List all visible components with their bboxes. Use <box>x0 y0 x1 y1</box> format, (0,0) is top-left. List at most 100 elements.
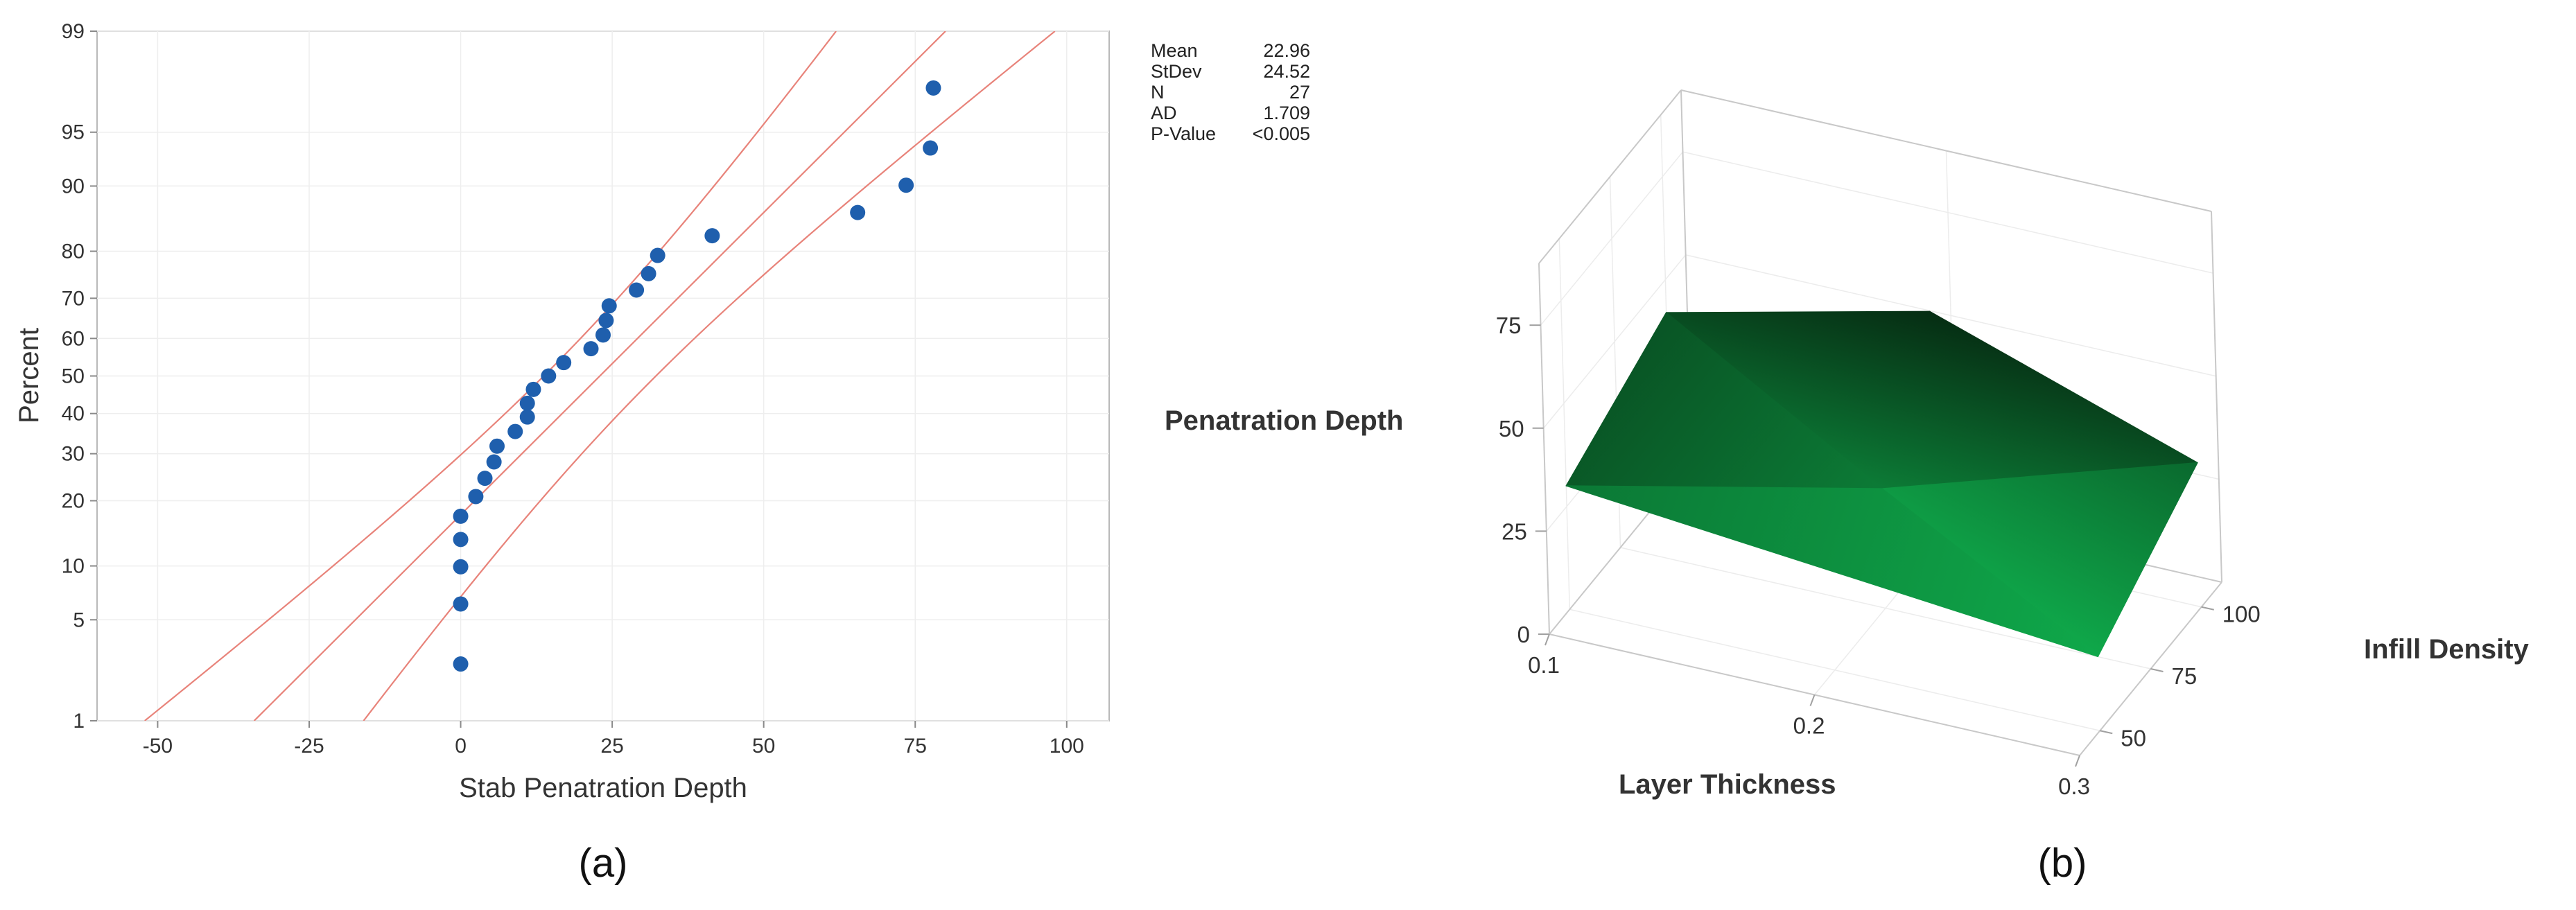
data-point <box>468 489 484 505</box>
x-tick-labels: -50 -25 0 25 50 75 100 <box>143 721 1084 758</box>
x-axis-label: Stab Penatration Depth <box>459 773 747 803</box>
data-point <box>923 140 939 156</box>
x-tick-label: 50 <box>752 735 775 758</box>
stat-value: 22.96 <box>1263 40 1310 61</box>
stat-label: P-Value <box>1151 123 1216 144</box>
data-point <box>650 247 665 263</box>
stats-table: Mean 22.96 StDev 24.52 N 27 AD 1.709 P-Value <0.0… <box>1151 40 1310 144</box>
y-gridline-floor <box>1569 609 2100 732</box>
z-tick-label: 75 <box>1496 313 1522 338</box>
panel-label-b: (b) <box>2038 841 2087 886</box>
z-axis-label: Penatration Depth <box>1165 405 1403 436</box>
x-tick-label: 0.1 <box>1528 652 1560 678</box>
data-point <box>556 355 572 371</box>
x-axis-label-3d: Layer Thickness <box>1619 769 1836 800</box>
x-tick-label: 100 <box>1050 735 1084 758</box>
data-point <box>486 454 502 470</box>
fit-line <box>253 31 946 721</box>
box-edge <box>1538 89 1682 264</box>
data-point <box>519 395 535 411</box>
y-tick-labels: 1 5 10 20 30 40 50 60 70 80 90 95 99 <box>62 20 97 733</box>
x-tick-mark <box>2075 755 2080 767</box>
y-tick-label: 10 <box>62 555 85 578</box>
y-tick-label: 30 <box>62 443 85 466</box>
data-point <box>598 313 614 329</box>
z-tick-label: 0 <box>1517 622 1530 647</box>
data-points <box>453 80 941 672</box>
y-tick-label: 50 <box>62 365 85 388</box>
y-tick-label: 50 <box>2121 725 2146 751</box>
panel-label-a: (a) <box>579 841 628 886</box>
x-tick-label: 25 <box>600 735 623 758</box>
data-point <box>583 341 599 357</box>
x-tick-mark <box>1544 633 1550 646</box>
y-axis-label: Percent <box>14 328 44 423</box>
x-tick-mark <box>1809 694 1816 706</box>
x-tick-label: 0.2 <box>1793 713 1825 739</box>
3d-tick-labels: 0 25 50 75 0.1 0.2 0.3 50 75 100 <box>1496 313 2261 799</box>
y-tick-mark <box>2150 668 2164 672</box>
stat-label: Mean <box>1151 40 1198 61</box>
y-tick-label: 95 <box>62 121 85 144</box>
stat-label: N <box>1151 82 1165 103</box>
x-tick-label: -50 <box>143 735 173 758</box>
x-tick-label: -25 <box>294 735 324 758</box>
data-point <box>898 177 914 193</box>
surface-plot: 0 25 50 75 0.1 0.2 0.3 50 75 100 Penatration Dept… <box>1165 89 2530 886</box>
data-point <box>704 228 720 244</box>
box-edge <box>1538 263 1550 635</box>
x-tick-label: 75 <box>904 735 927 758</box>
y-tick-label: 20 <box>62 489 85 512</box>
y-tick-mark <box>2201 606 2214 611</box>
data-point <box>850 204 866 220</box>
data-point <box>453 596 469 612</box>
y-tick-label: 60 <box>62 327 85 350</box>
data-point <box>453 532 469 548</box>
box-edge <box>2211 211 2222 583</box>
stat-value: 24.52 <box>1263 61 1310 82</box>
y-axis-label-3d: Infill Density <box>2364 634 2530 665</box>
data-point <box>507 423 523 439</box>
y-tick-label: 40 <box>62 403 85 426</box>
y-tick-label: 70 <box>62 287 85 310</box>
y-tick-label: 100 <box>2222 602 2261 627</box>
data-point <box>641 265 656 281</box>
data-point <box>601 298 617 314</box>
y-tick-label: 80 <box>62 240 85 263</box>
gridlines <box>97 30 1109 721</box>
data-point <box>477 471 493 487</box>
data-point <box>595 327 611 343</box>
data-point <box>453 559 469 575</box>
y-tick-mark <box>2100 730 2113 735</box>
z-tick-label: 50 <box>1499 416 1524 441</box>
y-tick-label: 75 <box>2172 663 2198 689</box>
data-point <box>453 656 469 672</box>
stat-value: 27 <box>1289 82 1310 103</box>
surface-facet <box>1565 485 2099 658</box>
y-tick-label: 99 <box>62 20 85 43</box>
stat-label: StDev <box>1151 61 1202 82</box>
data-point <box>525 381 541 397</box>
data-point <box>629 282 645 298</box>
x-tick-label: 0 <box>455 735 467 758</box>
data-point <box>453 508 469 524</box>
y-tick-label: 1 <box>73 710 85 733</box>
y-gridline-floor <box>1620 547 2151 670</box>
surface-facet <box>1881 310 2198 489</box>
surface-mesh <box>1565 310 2198 658</box>
data-point <box>489 438 505 454</box>
data-point <box>925 80 941 96</box>
y-gridline-left-wall <box>1558 238 1571 610</box>
data-point <box>541 368 557 384</box>
stat-value: <0.005 <box>1253 123 1310 144</box>
probability-plot: -50 -25 0 25 50 75 100 1 5 10 20 30 40 50 60 70 80 90 95 9… <box>14 20 1310 886</box>
y-tick-label: 5 <box>73 609 85 631</box>
data-point <box>519 409 535 425</box>
z-tick-label: 25 <box>1502 518 1527 544</box>
x-tick-label: 0.3 <box>2058 773 2090 799</box>
stat-label: AD <box>1151 103 1177 123</box>
y-tick-label: 90 <box>62 175 85 198</box>
stat-value: 1.709 <box>1263 103 1310 123</box>
box-edge <box>1680 89 2212 212</box>
